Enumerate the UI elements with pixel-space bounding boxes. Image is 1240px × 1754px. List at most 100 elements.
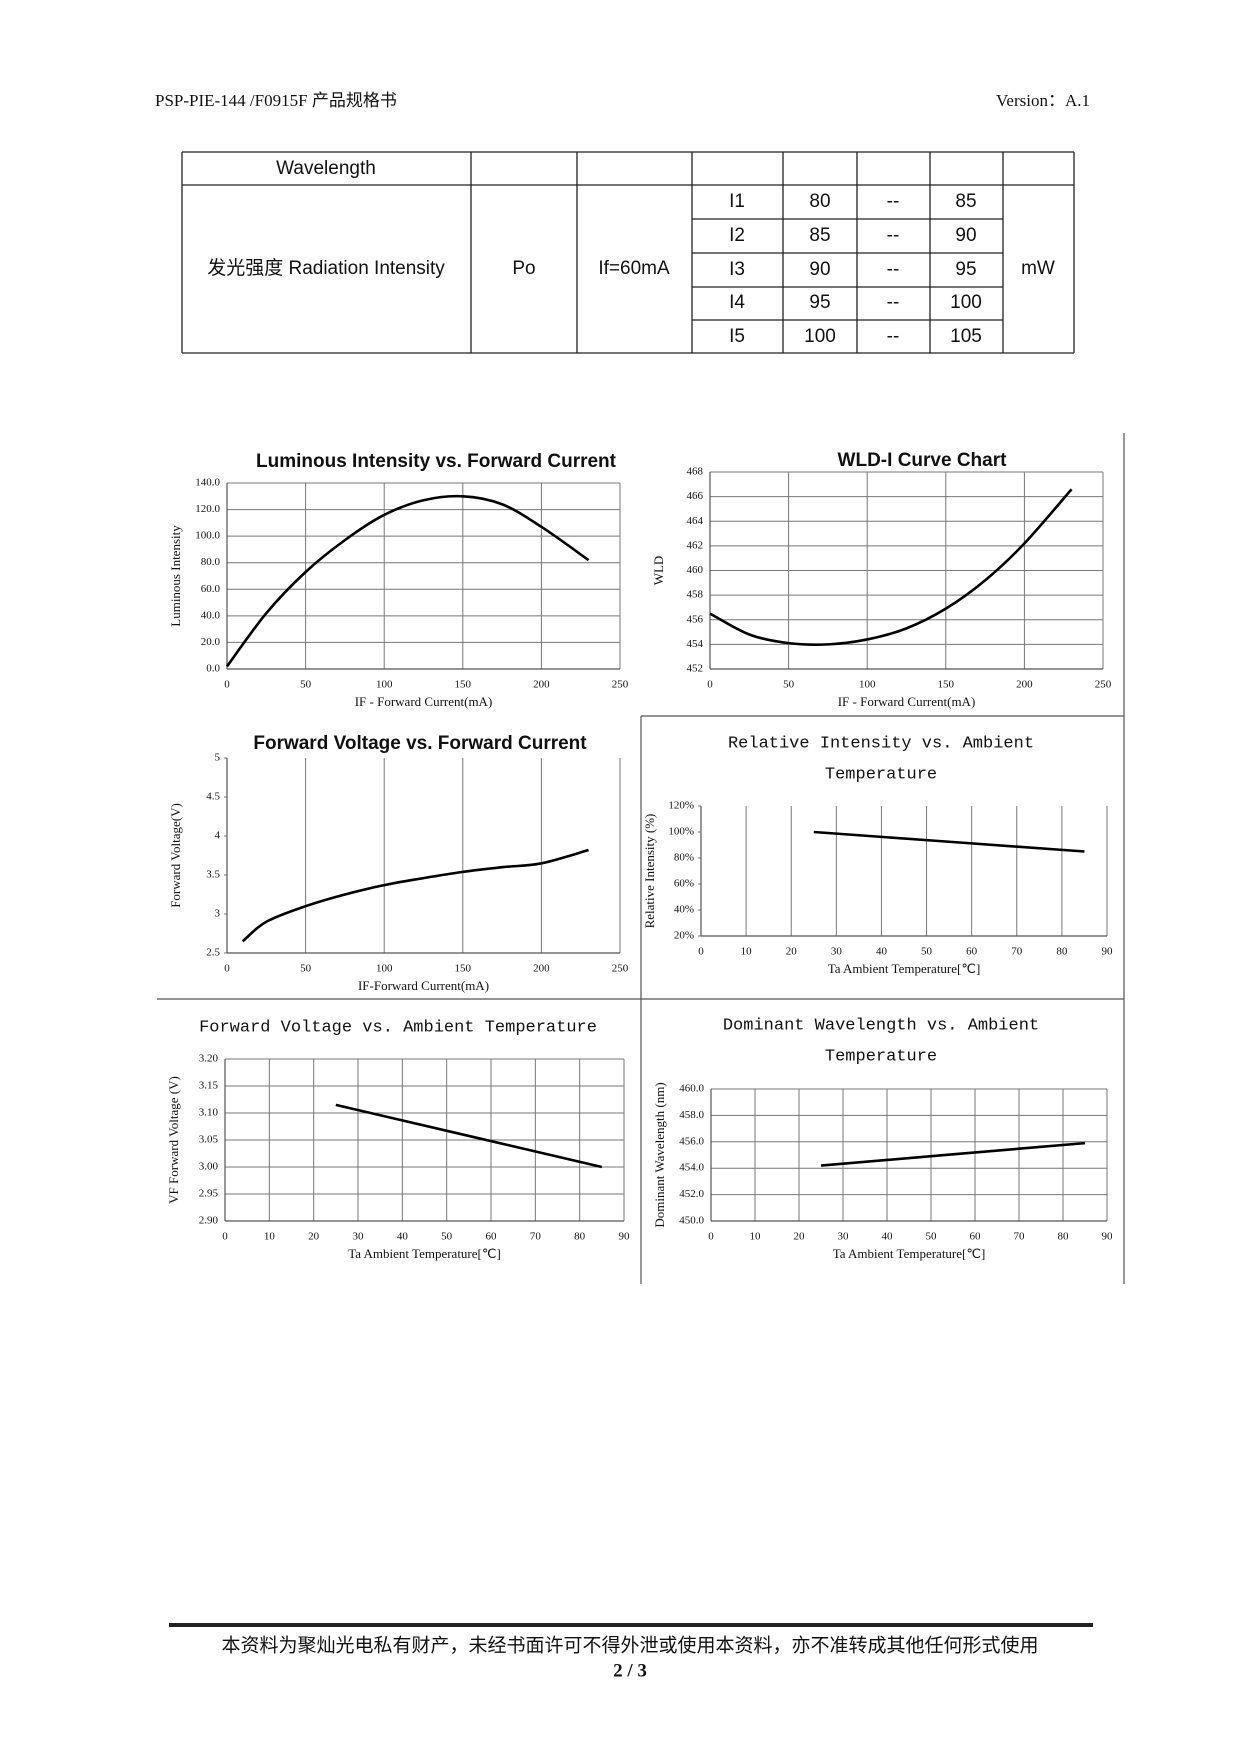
x-tick-label: 50 — [300, 963, 312, 975]
x-tick-label: 50 — [926, 1231, 938, 1243]
y-tick-label: 60% — [674, 878, 694, 890]
x-tick-label: 200 — [1016, 679, 1033, 691]
data-line — [335, 1103, 603, 1169]
data-line — [820, 1141, 1086, 1167]
x-tick-label: 10 — [750, 1231, 762, 1243]
table-cell: 95 — [809, 292, 830, 313]
y-tick-label: 120.0 — [195, 503, 220, 515]
x-tick-label: 0 — [224, 679, 230, 691]
y-tick-label: 4.5 — [206, 791, 220, 803]
table-cell: 80 — [809, 191, 830, 212]
x-tick-label: 20 — [308, 1231, 320, 1243]
doc-version: Version：A.1 — [996, 91, 1090, 110]
y-axis-label: Dominant Wavelength (nm) — [652, 1082, 667, 1227]
chart: WLD-I Curve Chart 452 454 456 458 460 462 464 46… — [651, 450, 1112, 709]
table-cell: 100 — [950, 292, 982, 313]
y-axis-label: WLD — [651, 556, 666, 586]
y-tick-label: 460 — [687, 564, 704, 576]
table-cell: -- — [887, 191, 900, 212]
data-line — [709, 488, 1073, 646]
spec-table: Wavelength 发光强度 Radiation Intensity Po I… — [181, 151, 1075, 354]
y-axis-label: VF Forward Voltage (V) — [166, 1076, 181, 1204]
x-tick-label: 100 — [859, 679, 876, 691]
y-tick-label: 458 — [687, 589, 704, 601]
table-cell: I2 — [729, 225, 745, 246]
x-tick-label: 90 — [1102, 946, 1114, 958]
x-tick-label: 50 — [783, 679, 795, 691]
x-tick-label: 70 — [530, 1231, 542, 1243]
x-tick-label: 80 — [1056, 946, 1068, 958]
chart-title: Relative Intensity vs. Ambient — [728, 734, 1034, 753]
chart-title: Forward Voltage vs. Ambient Temperature — [199, 1018, 597, 1037]
y-tick-label: 3.05 — [199, 1134, 219, 1146]
table-cell: mW — [1021, 258, 1055, 279]
y-tick-label: 452.0 — [679, 1188, 704, 1200]
x-tick-label: 60 — [486, 1231, 498, 1243]
x-tick-label: 30 — [831, 946, 843, 958]
x-tick-label: 80 — [574, 1231, 586, 1243]
y-tick-label: 20.0 — [201, 636, 221, 648]
chart-title: WLD-I Curve Chart — [838, 450, 1008, 471]
table-cell: 发光强度 Radiation Intensity — [207, 257, 445, 279]
x-tick-label: 0 — [224, 963, 230, 975]
x-tick-label: 90 — [619, 1231, 631, 1243]
x-tick-label: 250 — [612, 679, 629, 691]
x-tick-label: 60 — [970, 1231, 982, 1243]
x-axis-label: Ta Ambient Temperature[℃] — [348, 1246, 501, 1261]
x-tick-label: 150 — [938, 679, 955, 691]
table-cell: If=60mA — [598, 258, 670, 279]
x-tick-label: 200 — [533, 679, 550, 691]
y-tick-label: 120% — [668, 800, 694, 812]
x-axis-label: IF - Forward Current(mA) — [838, 694, 976, 709]
table-cell: 90 — [809, 259, 830, 280]
table-cell: -- — [887, 326, 900, 347]
x-tick-label: 40 — [876, 946, 888, 958]
x-tick-label: 40 — [882, 1231, 894, 1243]
y-tick-label: 20% — [674, 930, 694, 942]
footer-notice: 本资料为聚灿光电私有财产，未经书面许可不得外泄或使用本资料，亦不准转成其他任何形… — [221, 1634, 1038, 1656]
y-axis-label: Luminous Intensity — [168, 525, 183, 627]
chart-title: Forward Voltage vs. Forward Current — [253, 733, 587, 754]
table-cell: I4 — [729, 292, 745, 313]
table-cell: -- — [887, 292, 900, 313]
y-axis-label: Relative Intensity (%) — [642, 814, 657, 929]
x-tick-label: 30 — [353, 1231, 365, 1243]
y-tick-label: 4 — [215, 830, 221, 842]
y-tick-label: 452 — [687, 663, 704, 675]
y-tick-label: 40.0 — [201, 609, 221, 621]
x-tick-label: 10 — [264, 1231, 276, 1243]
chart-title: Luminous Intensity vs. Forward Current — [256, 451, 617, 472]
chart-title: Dominant Wavelength vs. Ambient — [723, 1016, 1039, 1035]
x-axis-label: IF - Forward Current(mA) — [355, 694, 493, 709]
x-tick-label: 70 — [1011, 946, 1023, 958]
x-tick-label: 0 — [698, 946, 704, 958]
x-tick-label: 100 — [376, 679, 393, 691]
y-tick-label: 80.0 — [201, 556, 221, 568]
y-tick-label: 466 — [687, 490, 704, 502]
data-line — [225, 494, 590, 668]
chart-title: Temperature — [825, 765, 937, 784]
x-tick-label: 10 — [741, 946, 753, 958]
y-tick-label: 3.5 — [206, 869, 220, 881]
x-tick-label: 50 — [441, 1231, 453, 1243]
y-tick-label: 2.5 — [206, 947, 220, 959]
table-cell: Po — [512, 258, 535, 279]
x-tick-label: 0 — [222, 1231, 228, 1243]
y-tick-label: 3 — [215, 908, 221, 920]
chart: Forward Voltage vs. Ambient Temperature 2… — [166, 1018, 630, 1261]
y-tick-label: 3.15 — [199, 1080, 219, 1092]
chart: Forward Voltage vs. Forward Current 2.5 3 3… — [168, 733, 629, 993]
y-tick-label: 454.0 — [679, 1162, 704, 1174]
chart: Dominant Wavelength vs. Ambient Temperatu… — [652, 1016, 1113, 1261]
x-tick-label: 90 — [1102, 1231, 1114, 1243]
y-tick-label: 454 — [687, 638, 704, 650]
y-tick-label: 140.0 — [195, 477, 220, 489]
y-tick-label: 5 — [215, 752, 221, 764]
doc-code: PSP-PIE-144 /F0915F 产品规格书 — [155, 91, 397, 110]
x-tick-label: 0 — [707, 679, 713, 691]
y-tick-label: 80% — [674, 852, 694, 864]
y-tick-label: 464 — [687, 515, 704, 527]
y-tick-label: 100% — [668, 826, 694, 838]
